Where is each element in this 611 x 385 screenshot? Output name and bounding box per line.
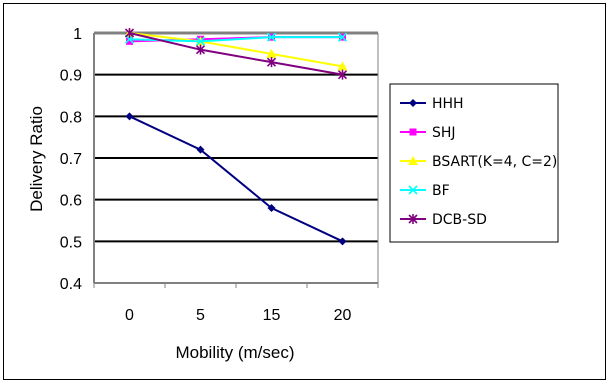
legend-label: HHH: [432, 96, 464, 112]
data-point: [267, 204, 276, 212]
legend-box: [389, 83, 559, 243]
y-tick-label: 0.4: [60, 276, 82, 293]
legend-entry: BF: [400, 183, 450, 199]
y-tick-label: 0.5: [60, 234, 82, 251]
x-tick-label: 5: [196, 307, 205, 324]
legend-entry: BSART(K=4, C=2): [400, 154, 557, 170]
data-point: [124, 28, 135, 38]
data-point: [338, 237, 347, 246]
x-tick-label: 0: [125, 307, 134, 324]
data-point: [337, 61, 348, 71]
legend-marker: [408, 185, 418, 195]
legend-marker: [408, 214, 418, 224]
legend-entry: HHH: [400, 96, 464, 112]
legend-items: HHH SHJ BSART(K=4, C=2) BF DCB-SD: [400, 96, 557, 228]
y-tick-labels: 0.4 0.5 0.6 0.7 0.8 0.9 1: [60, 26, 82, 293]
data-point: [337, 69, 348, 80]
data-point: [266, 48, 277, 58]
data-point: [337, 32, 348, 42]
series-line: [129, 32, 343, 68]
legend-marker: [408, 156, 418, 165]
legend-marker: [409, 128, 417, 136]
axes: [93, 33, 379, 288]
series-hhh: [125, 112, 347, 246]
legend-entry: SHJ: [400, 125, 456, 141]
legend: HHH SHJ BSART(K=4, C=2) BF DCB-SD: [389, 83, 559, 243]
data-point: [266, 57, 277, 68]
legend-label: DCB-SD: [432, 212, 487, 228]
data-point: [266, 32, 277, 42]
legend-label: BF: [432, 183, 450, 199]
y-tick-label: 0.7: [60, 151, 82, 168]
series-bf: [124, 32, 348, 46]
data-point: [126, 37, 133, 45]
y-tick-label: 0.6: [60, 193, 82, 210]
gridlines: [94, 31, 378, 283]
legend-label: BSART(K=4, C=2): [432, 154, 557, 170]
legend-entry: DCB-SD: [400, 212, 487, 228]
y-tick-label: 0.8: [60, 109, 82, 126]
legend-marker: [409, 99, 417, 107]
y-tick-label: 1: [73, 26, 82, 43]
data-point: [125, 112, 134, 121]
y-axis-label: Delivery Ratio: [27, 106, 46, 212]
series-line: [129, 32, 343, 76]
x-tick-label: 20: [334, 307, 352, 324]
y-tick-label: 0.9: [60, 68, 82, 85]
data-point: [195, 44, 206, 55]
data-point: [196, 145, 205, 154]
series-line: [129, 115, 343, 243]
series-lines: [124, 28, 348, 246]
x-axis-label: Mobility (m/sec): [175, 343, 294, 362]
x-tick-labels: 0 5 15 20: [125, 307, 351, 324]
x-tick-label: 15: [263, 307, 281, 324]
series-line: [129, 36, 343, 43]
data-point: [195, 36, 206, 46]
legend-label: SHJ: [432, 125, 456, 141]
series-dcb-sd: [124, 28, 348, 80]
